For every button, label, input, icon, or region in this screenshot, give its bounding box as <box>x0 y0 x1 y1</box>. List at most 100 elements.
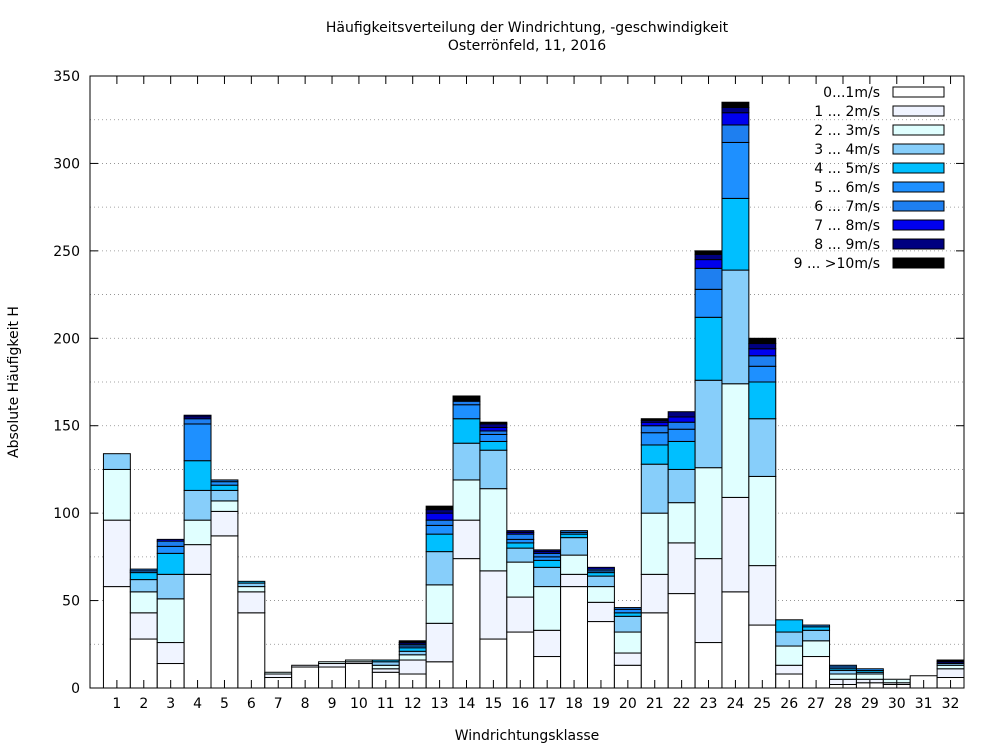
bar-segment <box>721 496 750 593</box>
bar-segment <box>452 558 481 689</box>
bar-segment <box>156 552 185 575</box>
bar-segment <box>748 418 777 477</box>
y-tick-label: 100 <box>53 506 80 522</box>
bar-segment <box>237 612 266 689</box>
bar-segment <box>694 316 723 381</box>
x-tick-label: 1 <box>112 696 121 712</box>
bar-segment <box>210 479 239 483</box>
legend-label: 5 ... 6m/s <box>814 180 880 196</box>
x-tick-label: 31 <box>915 696 933 712</box>
bar-segment <box>210 510 239 537</box>
bar-segment <box>721 124 750 143</box>
bar-segment <box>694 467 723 560</box>
bar-segment <box>533 556 562 561</box>
bar-segment <box>613 608 642 614</box>
x-tick-label: 32 <box>942 696 960 712</box>
bar-segment <box>156 642 185 665</box>
bar-segment <box>425 512 454 521</box>
y-tick-label: 50 <box>62 594 80 610</box>
bar-segment <box>560 537 589 556</box>
legend-label: 4 ... 5m/s <box>814 161 880 177</box>
bar-segment <box>613 612 642 617</box>
bar-segment <box>452 404 481 420</box>
legend-swatch <box>892 105 945 117</box>
bar-segment <box>183 519 212 546</box>
bar-segment <box>640 432 669 446</box>
bar-segment <box>748 365 777 383</box>
bar-segment <box>775 664 804 675</box>
bars-group <box>102 101 965 689</box>
bar-segment <box>398 647 427 652</box>
bar-segment <box>613 607 642 610</box>
bar-segment <box>506 542 535 549</box>
bar-segment <box>560 533 589 539</box>
x-tick-label: 7 <box>274 696 283 712</box>
bar-segment <box>936 668 965 679</box>
bar-segment <box>506 596 535 633</box>
bar-segment <box>587 566 615 570</box>
bar-segment <box>479 430 508 435</box>
y-tick-label: 200 <box>53 331 80 347</box>
legend-swatch <box>892 143 945 155</box>
bar-segment <box>264 671 293 675</box>
legend-swatch <box>892 238 945 250</box>
x-tick-label: 18 <box>565 696 583 712</box>
bar-segment <box>479 433 508 442</box>
bar-segment <box>748 565 777 626</box>
bar-segment <box>694 267 723 290</box>
bar-segment <box>694 558 723 644</box>
bar-segment <box>425 551 454 586</box>
bar-segment <box>398 650 427 656</box>
legend-label: 0...1m/s <box>823 85 880 101</box>
bar-segment <box>721 101 750 108</box>
bar-segment <box>667 428 696 442</box>
bar-segment <box>748 475 777 567</box>
bar-segment <box>102 468 131 521</box>
y-tick-label: 300 <box>53 156 80 172</box>
bar-segment <box>129 591 158 614</box>
bar-segment <box>452 479 481 521</box>
bar-segment <box>936 664 965 670</box>
x-tick-label: 16 <box>511 696 529 712</box>
bar-segment <box>156 545 185 554</box>
bar-segment <box>640 418 669 421</box>
bar-segment <box>640 444 669 465</box>
bar-segment <box>156 598 185 644</box>
x-tick-label: 29 <box>861 696 879 712</box>
x-tick-label: 25 <box>753 696 771 712</box>
legend-label: 3 ... 4m/s <box>814 142 880 158</box>
bar-segment <box>587 621 615 689</box>
bar-segment <box>775 631 804 647</box>
legend-label: 9 ... >10m/s <box>794 256 880 272</box>
bar-segment <box>398 654 427 661</box>
bar-segment <box>667 416 696 423</box>
x-tick-label: 2 <box>139 696 148 712</box>
x-tick-label: 24 <box>727 696 745 712</box>
bar-segment <box>129 568 158 572</box>
bar-segment <box>560 586 589 689</box>
bar-segment <box>398 640 427 644</box>
bar-segment <box>560 554 589 575</box>
bar-segment <box>506 547 535 563</box>
legend-swatch <box>892 200 945 212</box>
bar-segment <box>640 573 669 614</box>
bar-segment <box>210 481 239 486</box>
bar-segment <box>479 570 508 640</box>
bar-segment <box>748 355 777 367</box>
bar-segment <box>748 624 777 689</box>
x-tick-label: 26 <box>780 696 798 712</box>
bar-segment <box>479 449 508 490</box>
bar-segment <box>237 580 266 584</box>
bar-segment <box>613 652 642 666</box>
bar-segment <box>667 593 696 689</box>
bar-segment <box>694 253 723 261</box>
bar-segment <box>425 622 454 663</box>
bar-segment <box>479 426 508 432</box>
bar-segment <box>102 586 131 689</box>
x-tick-label: 3 <box>166 696 175 712</box>
bar-segment <box>640 463 669 514</box>
bar-segment <box>479 421 508 425</box>
bar-segment <box>721 269 750 385</box>
bar-segment <box>533 566 562 588</box>
